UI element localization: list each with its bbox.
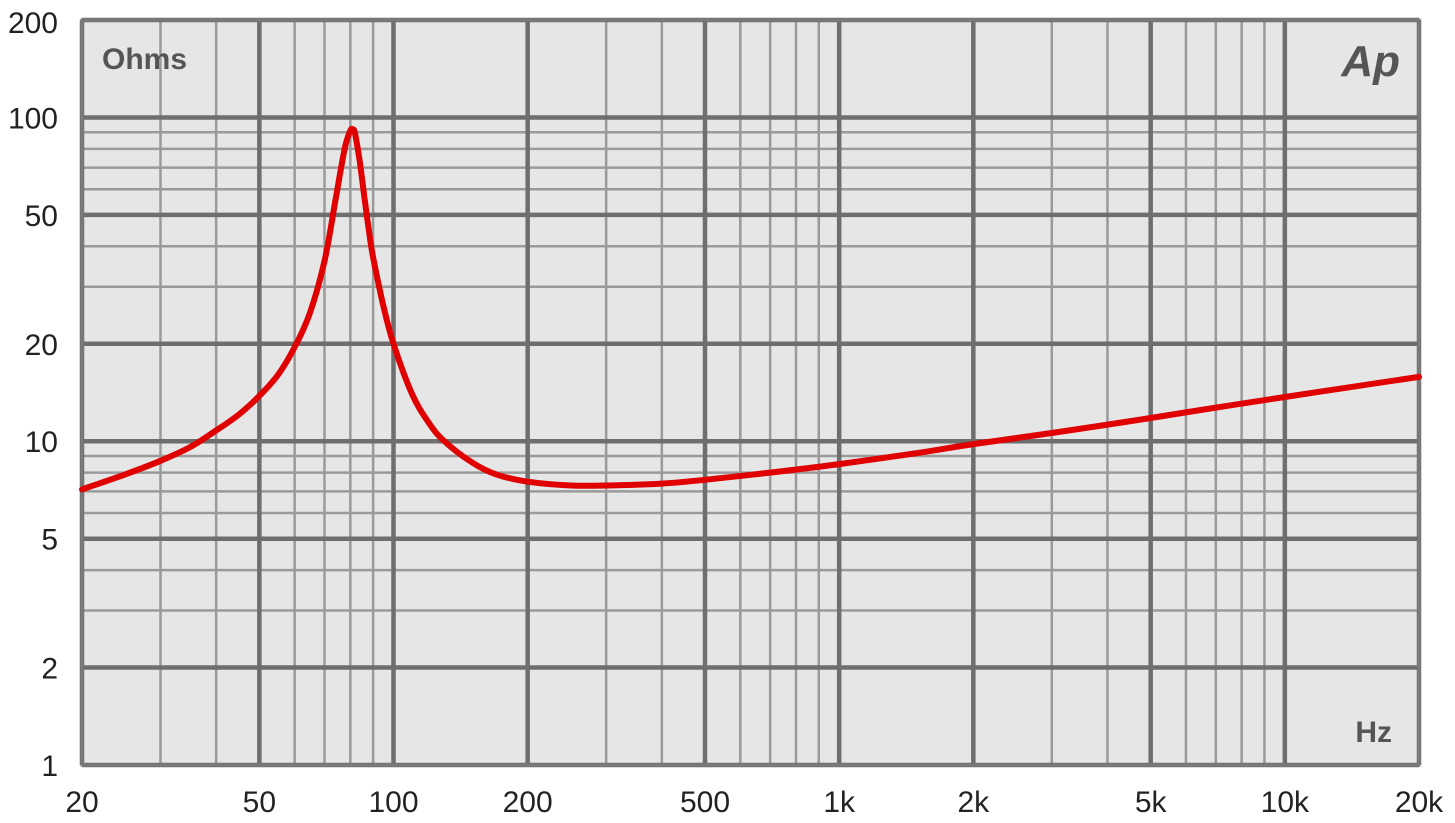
y-tick-label: 10 bbox=[25, 426, 58, 459]
x-tick-label: 200 bbox=[503, 786, 553, 819]
x-tick-label: 5k bbox=[1135, 786, 1168, 819]
x-tick-label: 20 bbox=[65, 786, 98, 819]
x-tick-labels: 20 50 100 200 500 1k 2k 5k 10k 20k bbox=[65, 786, 1444, 819]
x-tick-label: 10k bbox=[1261, 786, 1310, 819]
y-tick-label: 100 bbox=[8, 102, 58, 135]
y-tick-label: 2 bbox=[41, 653, 58, 686]
ap-logo: Ap bbox=[1340, 37, 1400, 86]
y-tick-labels: 1 2 5 10 20 50 100 200 bbox=[8, 7, 58, 783]
y-tick-label: 50 bbox=[25, 200, 58, 233]
x-tick-label: 500 bbox=[680, 786, 730, 819]
plot-frame bbox=[80, 18, 1421, 767]
y-tick-label: 200 bbox=[8, 7, 58, 40]
x-tick-label: 50 bbox=[243, 786, 276, 819]
x-tick-label: 100 bbox=[368, 786, 418, 819]
impedance-curve bbox=[79, 125, 1422, 493]
y-tick-label: 1 bbox=[41, 750, 58, 783]
x-tick-label: 2k bbox=[957, 786, 990, 819]
plot-background bbox=[82, 20, 1419, 765]
x-tick-label: 20k bbox=[1395, 786, 1444, 819]
y-tick-label: 20 bbox=[25, 329, 58, 362]
series-layer bbox=[79, 125, 1422, 493]
x-axis-label: Hz bbox=[1355, 716, 1392, 749]
x-tick-label: 1k bbox=[823, 786, 856, 819]
y-axis-label: Ohms bbox=[102, 43, 187, 76]
y-tick-label: 5 bbox=[41, 524, 58, 557]
minor-grid bbox=[82, 20, 1419, 765]
